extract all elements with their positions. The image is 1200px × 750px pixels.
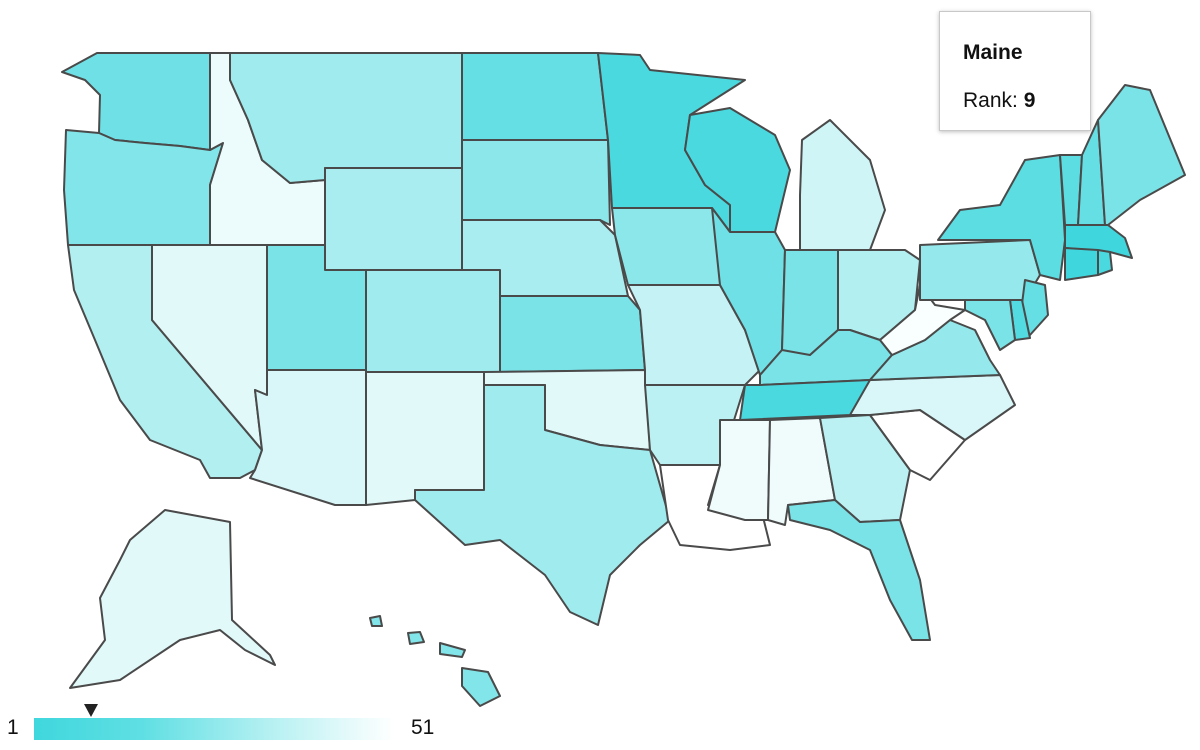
state-south-dakota[interactable]	[462, 140, 610, 225]
tooltip-rank-value: 9	[1024, 89, 1036, 112]
state-florida[interactable]	[788, 500, 930, 640]
tooltip-rank-label: Rank:	[963, 89, 1018, 112]
states-layer	[62, 53, 1185, 706]
state-arizona[interactable]	[250, 370, 366, 505]
state-michigan[interactable]	[800, 120, 885, 250]
tooltip-state-name: Maine	[963, 40, 1090, 66]
state-connecticut[interactable]	[1065, 248, 1098, 280]
state-montana[interactable]	[230, 53, 462, 183]
legend-max-label: 51	[411, 716, 434, 740]
state-colorado[interactable]	[366, 270, 500, 372]
legend-min-label: 1	[7, 716, 19, 740]
state-alaska[interactable]	[70, 510, 275, 688]
tooltip-rank: Rank: 9	[963, 88, 1090, 114]
legend-gradient-bar	[34, 718, 394, 740]
state-kansas[interactable]	[500, 296, 645, 372]
state-new-mexico[interactable]	[366, 372, 484, 505]
state-rhode-island[interactable]	[1098, 250, 1112, 275]
state-hawaii[interactable]	[370, 616, 500, 706]
state-maine[interactable]	[1098, 85, 1185, 225]
state-wyoming[interactable]	[325, 168, 462, 270]
state-pennsylvania[interactable]	[920, 240, 1040, 300]
state-north-dakota[interactable]	[462, 53, 608, 140]
state-tooltip: Maine Rank: 9	[939, 11, 1091, 131]
legend-marker-icon	[84, 704, 98, 717]
